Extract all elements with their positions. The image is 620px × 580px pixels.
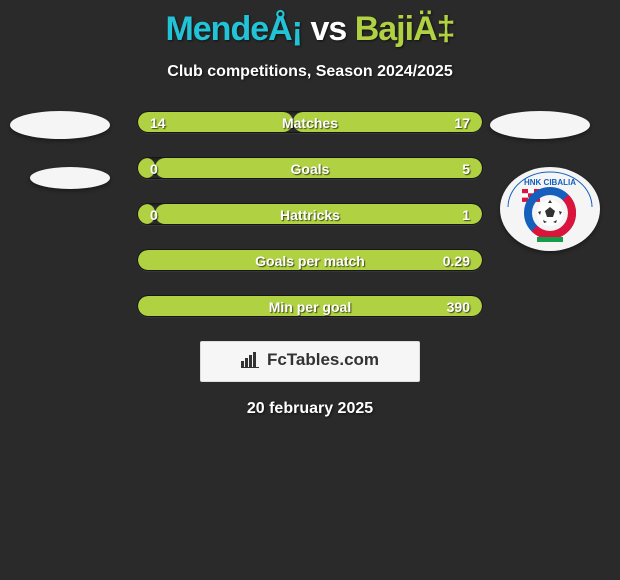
stat-rows: 14Matches17 0Goals5 0Hattricks1 Goals per m… xyxy=(137,111,483,317)
club-logo-text: HNK CIBALIA xyxy=(524,178,576,187)
stat-row: 14Matches17 xyxy=(137,111,483,133)
stat-label: Goals xyxy=(138,158,482,179)
player-right-name: BajiÄ‡ xyxy=(355,10,455,48)
bar-chart-icon xyxy=(241,352,261,368)
subtitle: Club competitions, Season 2024/2025 xyxy=(0,63,620,81)
stat-row: 0Goals5 xyxy=(137,157,483,179)
stat-value-right: 1 xyxy=(462,204,470,225)
stat-row: Goals per match0.29 xyxy=(137,249,483,271)
club-logo-svg: HNK CIBALIA xyxy=(500,167,600,251)
stat-row: Min per goal390 xyxy=(137,295,483,317)
stat-label: Hattricks xyxy=(138,204,482,225)
brand-badge[interactable]: FcTables.com xyxy=(200,341,420,382)
stat-label: Goals per match xyxy=(138,250,482,271)
date-text: 20 february 2025 xyxy=(0,400,620,418)
stat-value-right: 5 xyxy=(462,158,470,179)
team-badge-left-1 xyxy=(10,111,110,139)
vs-text: vs xyxy=(310,10,354,48)
stat-label: Min per goal xyxy=(138,296,482,317)
stat-label: Matches xyxy=(138,112,482,133)
team-badge-left-2 xyxy=(30,167,110,189)
team-badge-right-1 xyxy=(490,111,590,139)
stat-value-right: 17 xyxy=(454,112,470,133)
stat-value-right: 0.29 xyxy=(443,250,470,271)
player-left-name: MendeÅ¡ xyxy=(165,10,302,48)
stat-row: 0Hattricks1 xyxy=(137,203,483,225)
club-logo-cibalia: HNK CIBALIA xyxy=(500,167,600,251)
page-title: MendeÅ¡ vs BajiÄ‡ xyxy=(0,0,620,49)
comparison-stage: HNK CIBALIA 14Matches17 0Goals5 0Hattricks… xyxy=(0,111,620,317)
stat-value-right: 390 xyxy=(447,296,470,317)
brand-text: FcTables.com xyxy=(267,350,379,370)
